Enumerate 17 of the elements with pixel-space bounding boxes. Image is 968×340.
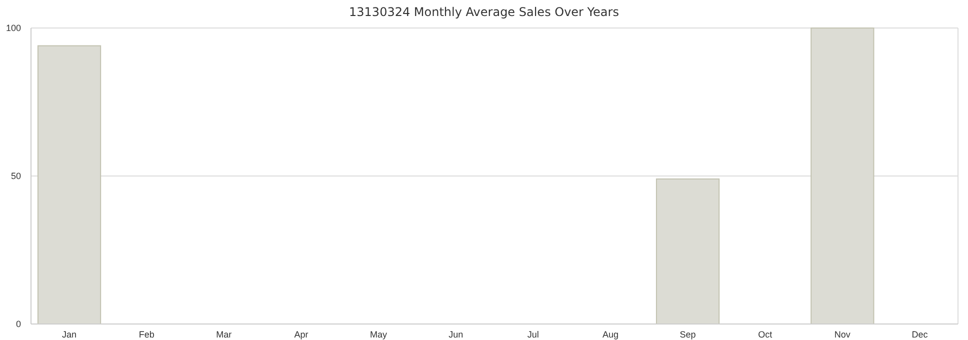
- y-tick-label: 0: [16, 318, 21, 329]
- y-tick-label: 100: [6, 22, 21, 33]
- x-tick-label: Oct: [758, 329, 773, 340]
- x-tick-label: Jul: [527, 329, 539, 340]
- x-tick-label: Jan: [62, 329, 77, 340]
- x-tick-label: Nov: [834, 329, 851, 340]
- chart-title: 13130324 Monthly Average Sales Over Years: [349, 5, 619, 19]
- x-tick-label: May: [370, 329, 388, 340]
- x-tick-label: Sep: [680, 329, 696, 340]
- x-tick-label: Dec: [912, 329, 928, 340]
- bar: [656, 178, 720, 324]
- x-tick-label: Feb: [138, 329, 154, 340]
- x-tick-label: Jun: [448, 329, 464, 340]
- x-tick-label: Aug: [602, 329, 618, 340]
- y-tick-label: 50: [10, 170, 21, 181]
- x-tick-label: Mar: [216, 329, 232, 340]
- x-tick-label: Apr: [294, 329, 308, 340]
